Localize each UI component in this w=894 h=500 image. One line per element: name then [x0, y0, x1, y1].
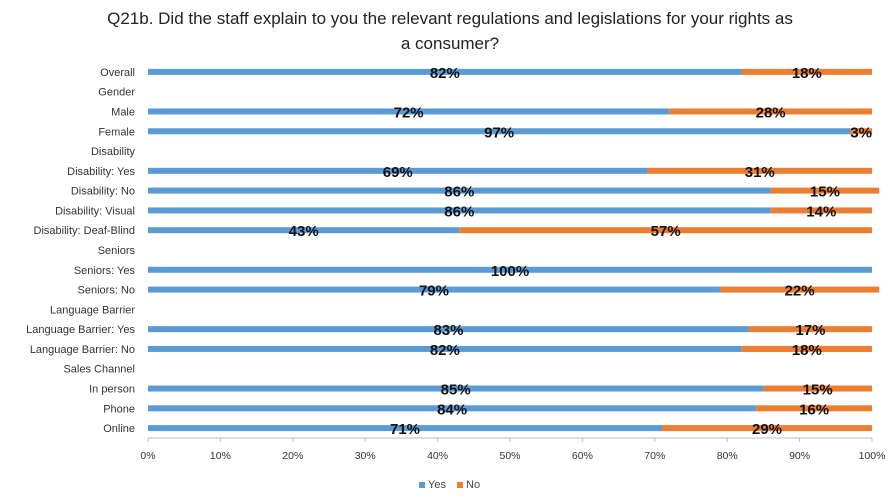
bar-no: [459, 227, 872, 234]
x-tick-label: 70%: [644, 450, 665, 462]
bar-no: [719, 286, 880, 293]
data-label-no: 16%: [799, 401, 829, 418]
x-tick-label: 60%: [572, 450, 593, 462]
bar-no: [763, 385, 872, 392]
bar-no: [748, 326, 872, 333]
bar-no: [741, 68, 872, 75]
category-label: Seniors: No: [78, 285, 135, 297]
data-label-yes: 97%: [484, 124, 514, 141]
bar-yes: [148, 266, 872, 273]
data-label-no: 14%: [806, 203, 836, 220]
data-label-yes: 100%: [491, 263, 529, 280]
data-label-no: 31%: [745, 164, 775, 181]
chart-title-line-2: a consumer?: [400, 34, 500, 53]
data-label-yes: 82%: [430, 342, 460, 359]
category-label: Disability: Deaf-Blind: [34, 225, 135, 237]
x-tick-label: 10%: [210, 450, 231, 462]
bar-yes: [148, 405, 757, 412]
bar-yes: [148, 286, 720, 293]
bar-yes: [148, 345, 742, 352]
category-label: In person: [89, 384, 135, 396]
bar-no: [756, 405, 872, 412]
category-label: Language Barrier: Yes: [26, 324, 135, 336]
data-label-yes: 79%: [419, 283, 449, 300]
category-label: Phone: [103, 403, 135, 415]
data-label-no: 18%: [792, 342, 822, 359]
bar-yes: [148, 167, 648, 174]
data-label-no: 28%: [756, 104, 786, 121]
bar-no: [850, 128, 872, 135]
legend-label-yes: Yes: [428, 479, 446, 491]
x-tick-label: 90%: [789, 450, 810, 462]
data-label-yes: 71%: [390, 421, 420, 438]
x-tick-label: 40%: [427, 450, 448, 462]
category-label: Online: [103, 423, 135, 435]
x-tick-label: 30%: [355, 450, 376, 462]
data-label-yes: 82%: [430, 65, 460, 82]
data-label-yes: 85%: [441, 382, 471, 399]
bar-yes: [148, 227, 460, 234]
bar-yes: [148, 128, 851, 135]
category-label: Female: [98, 126, 135, 138]
x-tick-label: 100%: [859, 450, 886, 462]
data-label-yes: 69%: [383, 164, 413, 181]
x-tick-label: 20%: [282, 450, 303, 462]
data-label-no: 18%: [792, 65, 822, 82]
x-tick-label: 0%: [140, 450, 155, 462]
data-label-no: 15%: [803, 382, 833, 399]
bar-yes: [148, 326, 749, 333]
category-label: Language Barrier: [50, 304, 135, 316]
data-label-no: 3%: [850, 124, 872, 141]
bar-no: [662, 425, 872, 432]
bar-no: [647, 167, 872, 174]
data-label-yes: 86%: [444, 184, 474, 201]
bar-yes: [148, 68, 742, 75]
bar-yes: [148, 187, 771, 194]
bar-yes: [148, 385, 764, 392]
chart-title-line-1: Q21b. Did the staff explain to you the r…: [107, 9, 793, 28]
category-label: Language Barrier: No: [30, 344, 135, 356]
category-label: Gender: [98, 87, 135, 99]
data-label-no: 17%: [795, 322, 825, 339]
bar-no: [669, 108, 872, 115]
data-label-yes: 84%: [437, 401, 467, 418]
category-label: Seniors: Yes: [74, 265, 136, 277]
data-label-yes: 72%: [394, 104, 424, 121]
category-label: Overall: [100, 67, 135, 79]
category-label: Seniors: [98, 245, 136, 257]
legend-swatch-yes: [419, 482, 425, 488]
category-label: Disability: Yes: [67, 166, 135, 178]
bar-yes: [148, 108, 670, 115]
legend-swatch-no: [457, 482, 463, 488]
data-label-no: 22%: [785, 283, 815, 300]
legend-label-no: No: [466, 479, 480, 491]
category-label: Disability: No: [71, 186, 135, 198]
bar-no: [770, 187, 880, 194]
data-label-yes: 83%: [433, 322, 463, 339]
category-label: Disability: [91, 146, 136, 158]
x-tick-label: 50%: [499, 450, 520, 462]
category-label: Male: [111, 106, 135, 118]
bar-no: [770, 207, 872, 214]
data-label-yes: 86%: [444, 203, 474, 220]
category-label: Sales Channel: [63, 364, 135, 376]
bar-yes: [148, 425, 663, 432]
category-label: Disability: Visual: [55, 205, 135, 217]
data-label-no: 29%: [752, 421, 782, 438]
data-label-no: 57%: [651, 223, 681, 240]
chart-title: Q21b. Did the staff explain to you the r…: [60, 6, 840, 56]
x-tick-label: 80%: [717, 450, 738, 462]
data-label-no: 15%: [810, 184, 840, 201]
data-label-yes: 43%: [289, 223, 319, 240]
bar-no: [741, 345, 872, 352]
bar-yes: [148, 207, 771, 214]
